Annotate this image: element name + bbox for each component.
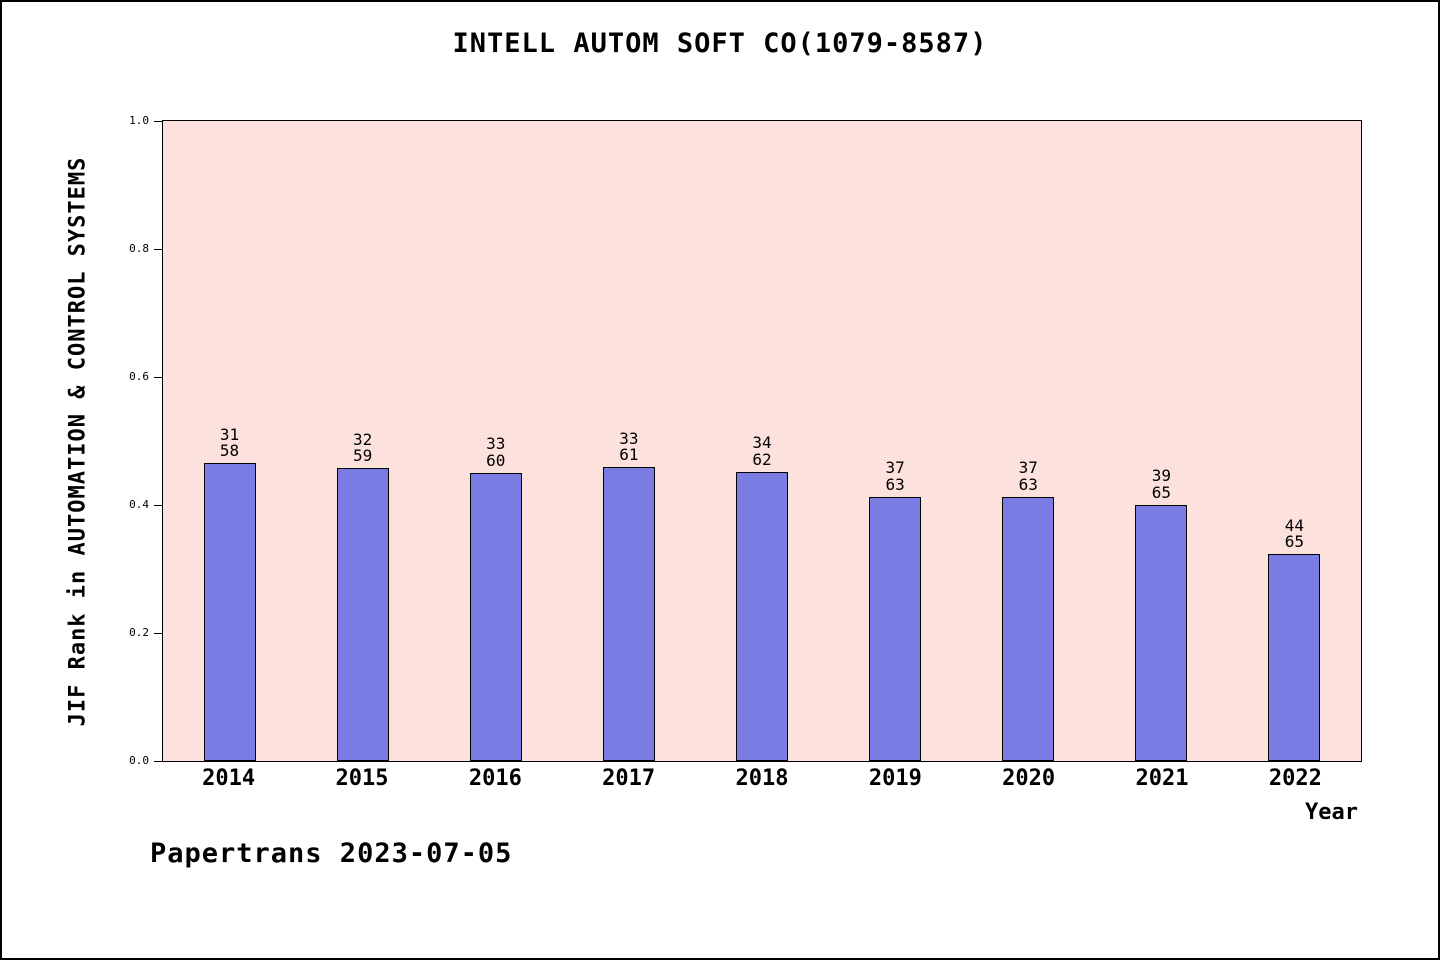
bar: [1002, 496, 1055, 761]
bar-value-label: 37 63: [885, 458, 905, 495]
bar-slot: 32 59: [336, 121, 389, 761]
bar-slot: 37 63: [1002, 121, 1055, 761]
x-tick-label: 2019: [868, 766, 922, 791]
bar-value-label: 44 65: [1284, 515, 1305, 552]
x-tick-label: 2020: [1002, 766, 1056, 791]
bar-slot: 34 62: [736, 121, 788, 761]
bar-slot: 31 58: [203, 121, 256, 761]
bar-value-label: 33 61: [619, 428, 639, 465]
x-tick-label: 2015: [335, 766, 389, 791]
chart-title: INTELL AUTOM SOFT CO(1079-8587): [452, 28, 988, 59]
y-tick-mark: [154, 120, 162, 122]
x-tick-label: 2018: [735, 766, 789, 791]
y-tick-label: 1.0: [129, 114, 149, 127]
bar-slot: 33 61: [602, 121, 655, 761]
bar: [869, 496, 922, 761]
y-tick-mark: [154, 632, 162, 634]
x-tick-label: 2014: [202, 766, 256, 791]
bar-value-label: 37 63: [1018, 458, 1038, 495]
bar-value-label: 32 59: [353, 429, 373, 466]
y-tick-label: 0.4: [129, 498, 149, 511]
bar: [336, 468, 389, 761]
bar: [736, 471, 788, 761]
plot-area: 0.0 0.2 0.4 0.6 0.8 1.0 31 58 32 59 33 60 33 61 34…: [129, 114, 1362, 767]
bar: [1268, 554, 1321, 761]
x-axis-label: Year: [1305, 800, 1358, 825]
bar: [469, 473, 522, 761]
bar-slot: 37 63: [869, 121, 922, 761]
bar-slot: 44 65: [1268, 121, 1321, 761]
bar-slot: 33 60: [469, 121, 522, 761]
x-axis-tick-labels: 2014 2015 2016 2017 2018 2019 2020 2021 2022: [162, 764, 1362, 798]
y-tick-mark: [154, 248, 162, 250]
y-tick-label: 0.6: [129, 370, 149, 383]
y-tick-mark: [154, 760, 162, 762]
x-tick-label: 2021: [1135, 766, 1189, 791]
y-tick-mark: [154, 504, 162, 506]
bar-value-label: 33 60: [486, 434, 506, 471]
bar-value-label: 31 58: [219, 424, 240, 461]
y-tick-label: 0.2: [129, 626, 149, 639]
x-tick-label: 2016: [468, 766, 522, 791]
bar-value-label: 34 62: [752, 433, 772, 470]
y-axis-label-container: JIF Rank in AUTOMATION & CONTROL SYSTEMS: [60, 120, 96, 762]
x-tick-label: 2017: [602, 766, 656, 791]
bar-slot: 39 65: [1135, 121, 1188, 761]
y-tick-label: 0.8: [129, 242, 149, 255]
footer-note: Papertrans 2023-07-05: [150, 838, 513, 869]
y-tick-label: 0.0: [129, 754, 149, 767]
bar: [1135, 505, 1188, 761]
x-tick-label: 2022: [1268, 766, 1322, 791]
bar: [602, 467, 655, 761]
y-axis-label: JIF Rank in AUTOMATION & CONTROL SYSTEMS: [65, 156, 91, 726]
bar-value-label: 39 65: [1151, 466, 1171, 503]
bar: [203, 463, 256, 761]
y-tick-mark: [154, 376, 162, 378]
